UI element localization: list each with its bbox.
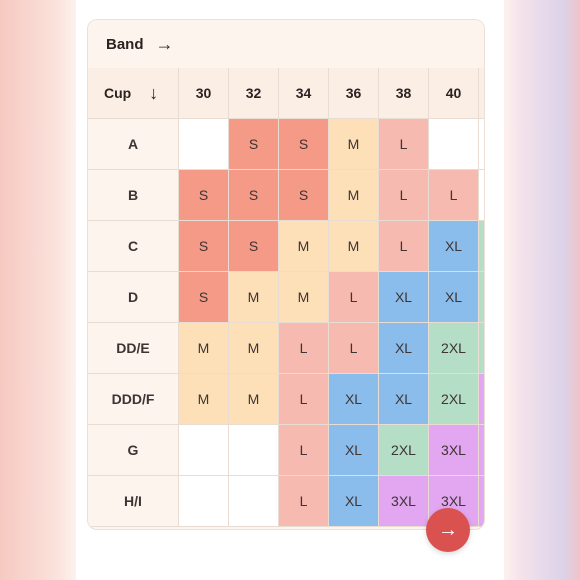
size-cell[interactable]: 3XL	[479, 425, 484, 476]
size-cell[interactable]: M	[329, 221, 379, 272]
size-cell[interactable]: XL	[429, 221, 479, 272]
size-cell[interactable]: M	[229, 272, 279, 323]
cup-size-label: G	[88, 425, 179, 476]
size-cell[interactable]	[479, 119, 484, 170]
cup-size-label: D	[88, 272, 179, 323]
arrow-down-icon: ↓	[149, 82, 159, 103]
size-chart-card: Band → Cup ↓ 30 32 34 36 38 40 A S S M L B S S S M L L C S S M M…	[87, 19, 485, 530]
size-cell[interactable]: L	[279, 323, 329, 374]
size-cell[interactable]: L	[379, 119, 429, 170]
size-cell[interactable]: XL	[379, 323, 429, 374]
arrow-right-icon: →	[155, 33, 174, 54]
size-cell[interactable]: 3XL	[479, 374, 484, 425]
size-cell[interactable]: S	[179, 272, 229, 323]
size-cell[interactable]: L	[279, 425, 329, 476]
size-cell[interactable]: S	[229, 119, 279, 170]
cup-header: Cup ↓	[88, 68, 179, 119]
cup-label: Cup	[104, 85, 132, 101]
band-size-header: 36	[329, 68, 379, 119]
size-cell[interactable]: 3XL	[429, 425, 479, 476]
cup-size-label: H/I	[88, 476, 179, 527]
size-cell[interactable]: XL	[379, 374, 429, 425]
arrow-right-icon: →	[438, 518, 458, 541]
size-cell[interactable]: M	[279, 221, 329, 272]
size-cell[interactable]: M	[279, 272, 329, 323]
size-cell[interactable]: M	[229, 323, 279, 374]
size-cell[interactable]	[179, 476, 229, 527]
size-cell[interactable]: L	[329, 272, 379, 323]
size-cell[interactable]: XL	[329, 425, 379, 476]
size-cell[interactable]: S	[229, 221, 279, 272]
band-size-header: 32	[229, 68, 279, 119]
size-cell[interactable]: S	[179, 221, 229, 272]
band-label: Band	[106, 35, 144, 53]
cup-size-label: B	[88, 170, 179, 221]
band-size-header: 40	[429, 68, 479, 119]
size-cell[interactable]: L	[329, 323, 379, 374]
size-cell[interactable]: 3XL	[479, 476, 484, 527]
size-cell[interactable]	[229, 476, 279, 527]
size-cell[interactable]: 2XL	[479, 221, 484, 272]
size-cell[interactable]	[179, 425, 229, 476]
size-cell[interactable]	[229, 425, 279, 476]
size-cell[interactable]: M	[329, 119, 379, 170]
size-cell[interactable]: 3XL	[379, 476, 429, 527]
band-size-header: 30	[179, 68, 229, 119]
size-cell[interactable]: L	[429, 170, 479, 221]
cup-size-label: DDD/F	[88, 374, 179, 425]
size-cell[interactable]: M	[329, 170, 379, 221]
size-cell[interactable]: M	[229, 374, 279, 425]
next-button[interactable]: →	[426, 508, 470, 552]
size-cell[interactable]: 2XL	[379, 425, 429, 476]
size-cell[interactable]: XL	[329, 476, 379, 527]
size-cell[interactable]	[479, 170, 484, 221]
size-cell[interactable]: S	[279, 170, 329, 221]
size-cell[interactable]: S	[279, 119, 329, 170]
size-cell[interactable]: S	[179, 170, 229, 221]
size-cell[interactable]: XL	[329, 374, 379, 425]
size-cell[interactable]: XL	[379, 272, 429, 323]
size-cell[interactable]: 2XL	[429, 374, 479, 425]
size-cell[interactable]	[179, 119, 229, 170]
size-cell[interactable]: M	[179, 323, 229, 374]
size-cell[interactable]: L	[379, 221, 429, 272]
band-size-header: 38	[379, 68, 429, 119]
size-cell[interactable]: 2XL	[479, 323, 484, 374]
size-cell[interactable]: L	[279, 374, 329, 425]
size-cell[interactable]: L	[279, 476, 329, 527]
cup-size-label: DD/E	[88, 323, 179, 374]
band-size-header	[479, 68, 484, 119]
band-size-header: 34	[279, 68, 329, 119]
size-cell[interactable]: 2XL	[429, 323, 479, 374]
size-cell[interactable]: 2XL	[479, 272, 484, 323]
size-cell[interactable]: M	[179, 374, 229, 425]
size-cell[interactable]: S	[229, 170, 279, 221]
size-cell[interactable]: XL	[429, 272, 479, 323]
cup-size-label: A	[88, 119, 179, 170]
size-cell[interactable]	[429, 119, 479, 170]
cup-size-label: C	[88, 221, 179, 272]
band-header: Band →	[88, 20, 484, 68]
size-cell[interactable]: L	[379, 170, 429, 221]
